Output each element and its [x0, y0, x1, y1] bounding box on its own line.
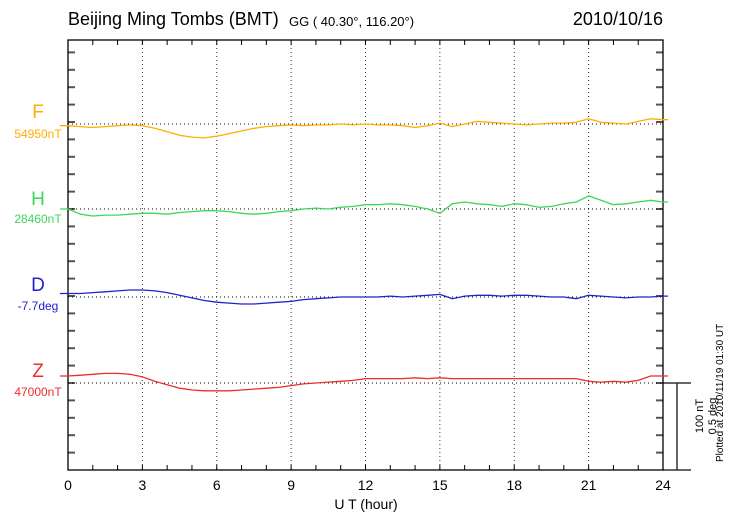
- station-title: Beijing Ming Tombs (BMT): [68, 9, 279, 29]
- trace-baseline-H: 28460nT: [14, 212, 62, 226]
- plotted-at-note: Plotted at 2010/11/19 01:30 UT: [715, 323, 726, 462]
- trace-label-Z: Z: [32, 361, 44, 382]
- trace-H: [60, 195, 668, 217]
- x-tick-label: 15: [432, 477, 448, 493]
- trace-baseline-D: -7.7deg: [17, 299, 59, 313]
- x-tick-label: 6: [212, 477, 221, 493]
- trace-label-D: D: [31, 275, 45, 296]
- x-tick-label: 12: [357, 477, 374, 493]
- scale-bar-nT: 100 nT: [694, 398, 706, 434]
- x-tick-label: 0: [64, 477, 72, 493]
- trace-Z: [60, 372, 668, 392]
- x-tick-label: 24: [655, 477, 671, 493]
- trace-baseline-F: 54950nT: [14, 127, 62, 141]
- trace-F: [60, 118, 668, 139]
- station-coordinates: GG ( 40.30°, 116.20°): [289, 14, 415, 29]
- trace-D: [60, 289, 668, 305]
- trace-baseline-Z: 47000nT: [14, 385, 62, 399]
- trace-label-F: F: [32, 102, 44, 123]
- observation-date: 2010/10/16: [572, 9, 663, 29]
- x-tick-label: 3: [138, 477, 147, 493]
- x-tick-label: 9: [287, 477, 296, 493]
- x-axis-title: U T (hour): [334, 496, 398, 512]
- x-tick-label: 21: [580, 477, 597, 493]
- x-tick-label: 18: [506, 477, 523, 493]
- trace-label-H: H: [31, 189, 45, 210]
